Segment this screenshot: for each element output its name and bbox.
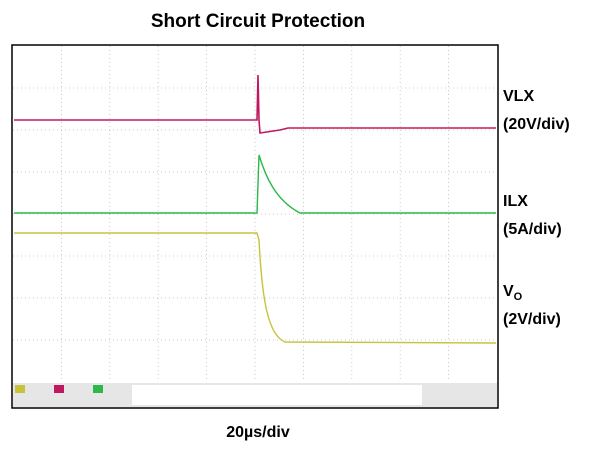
- title: Short Circuit Protection: [151, 11, 365, 32]
- vo-label: VO: [503, 283, 523, 303]
- ch1-badge: [15, 385, 25, 393]
- timebase: 20µs/div: [226, 424, 290, 441]
- vlx-scale: (20V/div): [503, 116, 570, 133]
- scope-figure: Short Circuit Protection VLX (20V/div) I…: [0, 0, 605, 445]
- ch3-badge: [93, 385, 103, 393]
- vo-sub: O: [514, 291, 523, 303]
- page: Short Circuit Protection VLX (20V/div) I…: [0, 0, 605, 445]
- scope-screen: [12, 45, 498, 408]
- status-blank: [132, 385, 422, 405]
- vo-main: V: [503, 283, 514, 300]
- ilx-label: ILX: [503, 193, 528, 210]
- vlx-label: VLX: [503, 88, 534, 105]
- ilx-scale: (5A/div): [503, 221, 562, 238]
- ch2-badge: [54, 385, 64, 393]
- vo-scale: (2V/div): [503, 311, 561, 328]
